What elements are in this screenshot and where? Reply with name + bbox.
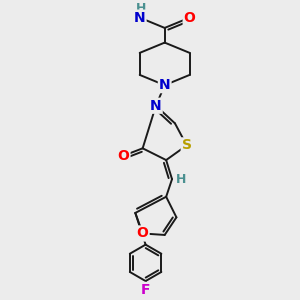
Text: N: N — [150, 99, 162, 113]
Text: N: N — [134, 11, 146, 25]
Text: S: S — [182, 138, 192, 152]
Text: O: O — [137, 226, 148, 241]
Text: H: H — [136, 2, 146, 15]
Text: H: H — [176, 172, 186, 186]
Text: O: O — [184, 11, 196, 25]
Text: O: O — [118, 149, 130, 163]
Text: N: N — [159, 78, 170, 92]
Text: F: F — [141, 283, 150, 297]
